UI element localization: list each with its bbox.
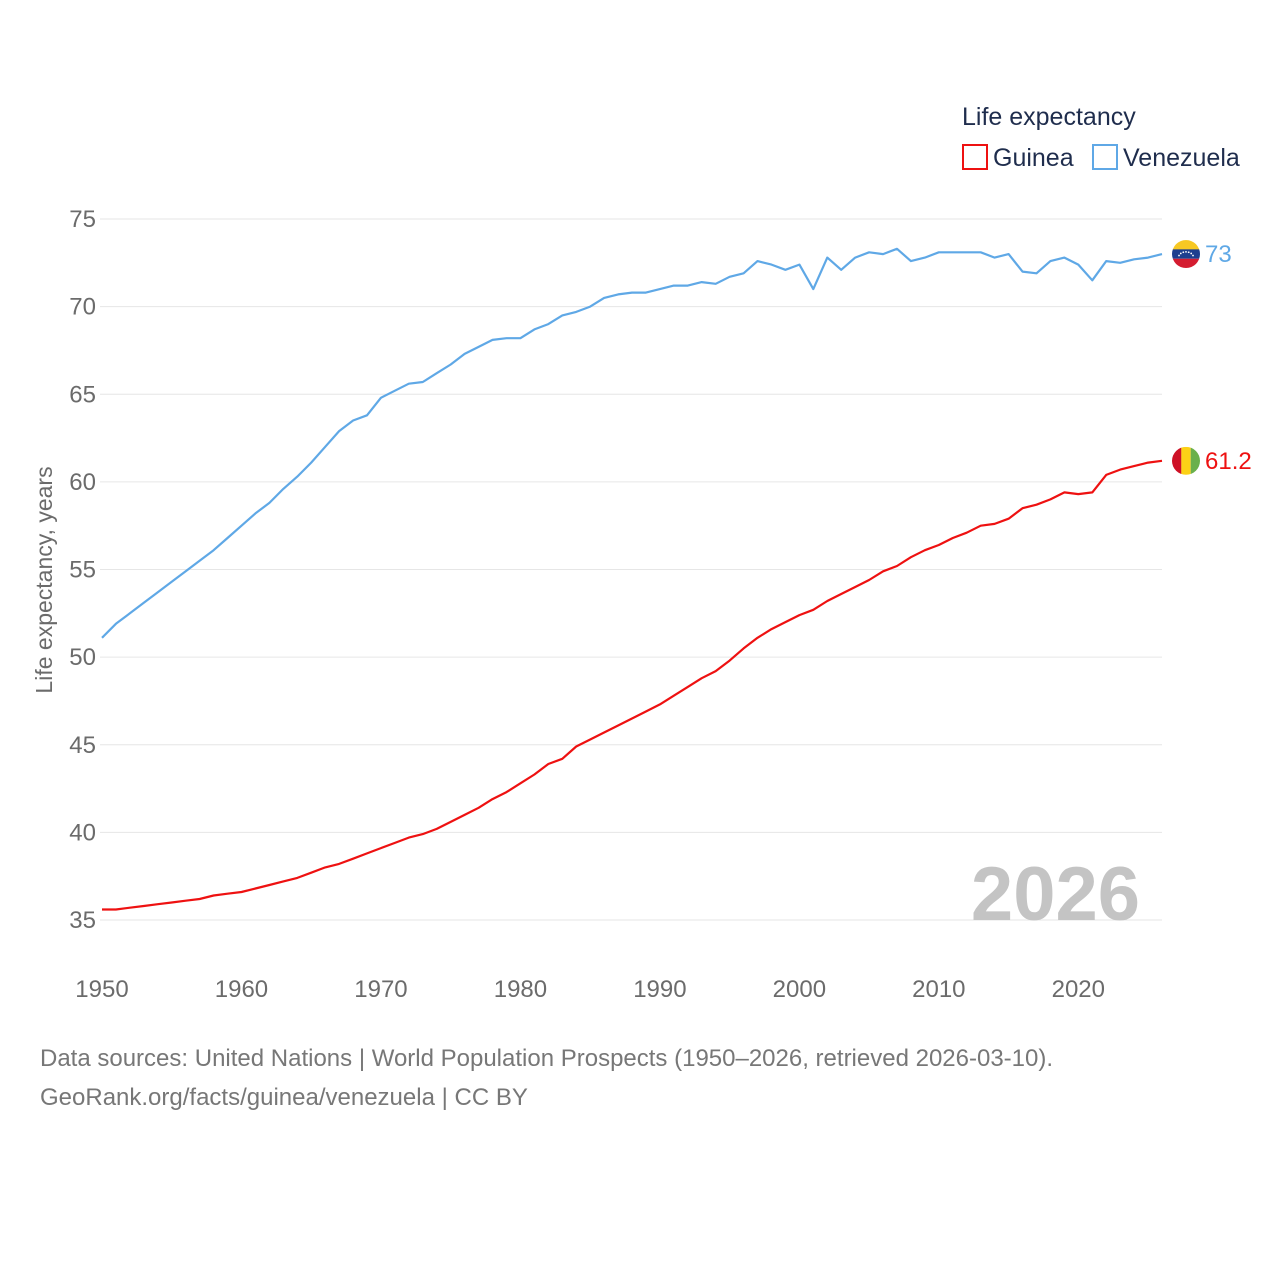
legend-item-guinea[interactable]: Guinea xyxy=(962,144,1074,172)
series-line-guinea xyxy=(102,459,1163,911)
grid-lines xyxy=(100,218,1162,921)
x-axis-ticks: 1950 1960 1970 1980 1990 2000 2010 2020 xyxy=(75,976,1105,1003)
guinea-flag-icon xyxy=(1172,446,1200,475)
y-tick-label: 60 xyxy=(69,469,96,496)
legend-item-venezuela[interactable]: Venezuela xyxy=(1092,144,1240,172)
guinea-end-value: 61.2 xyxy=(1205,448,1252,475)
y-tick-label: 55 xyxy=(69,557,96,584)
source-note: Data sources: United Nations | World Pop… xyxy=(40,1045,1054,1072)
y-axis-label: Life expectancy, years xyxy=(31,466,57,693)
y-tick-label: 35 xyxy=(69,907,96,934)
legend-label-guinea: Guinea xyxy=(993,144,1074,172)
year-stamp: 2026 xyxy=(971,852,1140,937)
venezuela-flag-icon xyxy=(1172,240,1200,269)
y-tick-label: 45 xyxy=(69,732,96,759)
y-tick-label: 75 xyxy=(69,206,96,233)
x-tick-label: 1950 xyxy=(75,976,128,1003)
series-lines xyxy=(101,247,1163,911)
legend-swatch-venezuela xyxy=(1092,144,1118,170)
venezuela-end-value: 73 xyxy=(1205,241,1232,268)
series-line-venezuela xyxy=(101,247,1163,639)
legend-title: Life expectancy xyxy=(962,103,1136,131)
y-tick-label: 70 xyxy=(69,294,96,321)
y-tick-label: 40 xyxy=(69,819,96,846)
x-tick-label: 1990 xyxy=(633,976,686,1003)
y-tick-label: 65 xyxy=(69,381,96,408)
legend: Life expectancy Guinea Venezuela xyxy=(962,103,1240,172)
x-tick-label: 2010 xyxy=(912,976,965,1003)
x-tick-label: 2020 xyxy=(1052,976,1105,1003)
legend-label-venezuela: Venezuela xyxy=(1123,144,1240,172)
source-link[interactable]: GeoRank.org/facts/guinea/venezuela | CC … xyxy=(40,1084,528,1111)
x-tick-label: 2000 xyxy=(773,976,826,1003)
legend-swatch-guinea xyxy=(962,144,988,170)
y-axis-ticks: 35 40 45 50 55 60 65 70 75 xyxy=(69,206,96,934)
x-tick-label: 1980 xyxy=(494,976,547,1003)
y-tick-label: 50 xyxy=(69,644,96,671)
x-tick-label: 1960 xyxy=(215,976,268,1003)
x-tick-label: 1970 xyxy=(354,976,407,1003)
